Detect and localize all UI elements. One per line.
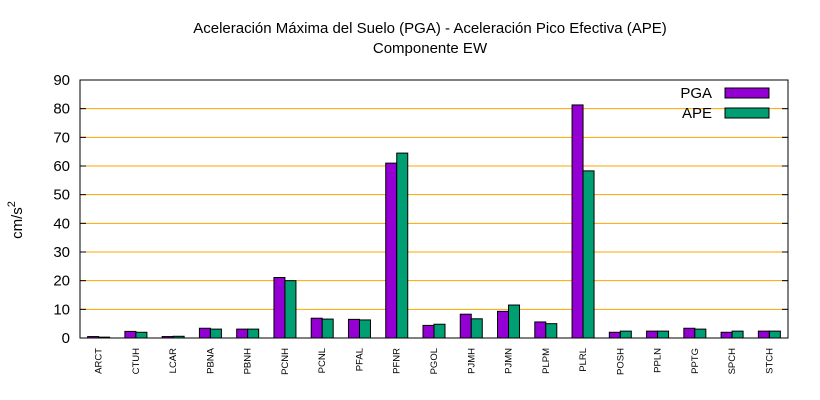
legend-label-ape: APE xyxy=(682,105,712,122)
x-tick-label: PGOL xyxy=(429,348,440,374)
x-tick-label: PFAL xyxy=(354,348,365,371)
x-tick-label: SPCH xyxy=(727,348,738,375)
y-axis-label-exponent: 2 xyxy=(6,201,18,207)
bar-pga-pbnh xyxy=(236,328,249,339)
x-tick-label: PJMN xyxy=(504,348,515,374)
bar-ape-pptg xyxy=(694,328,707,339)
x-tick-label: PBNH xyxy=(243,348,254,375)
x-tick-label: POSH xyxy=(615,348,626,375)
bar-pga-pptg xyxy=(683,327,696,339)
x-tick-label: PJMH xyxy=(466,348,477,374)
bar-pga-pfnr xyxy=(385,162,398,339)
bar-pga-pfal xyxy=(347,318,360,339)
legend-swatch-ape xyxy=(724,107,770,119)
y-tick-label: 20 xyxy=(53,273,70,290)
bar-pga-pbna xyxy=(198,327,211,339)
legend: PGA APE xyxy=(680,85,770,122)
bar-ape-pgol xyxy=(433,323,446,339)
bar-pga-plrl xyxy=(571,104,584,339)
legend-swatch-pga xyxy=(724,87,770,99)
y-tick-label: 30 xyxy=(53,244,70,261)
y-tick-label: 70 xyxy=(53,129,70,146)
bar-pga-ctuh xyxy=(124,330,137,339)
bar-pga-plpm xyxy=(534,321,547,339)
bar-ape-pbnh xyxy=(247,328,260,339)
bar-ape-plrl xyxy=(582,170,595,339)
bar-pga-pjmn xyxy=(497,310,510,339)
x-tick-label: PBNA xyxy=(205,347,216,374)
y-axis-label-unit: cm/s xyxy=(9,207,26,239)
y-axis-label: cm/s2 xyxy=(6,201,26,239)
x-tick-label: PLRL xyxy=(578,348,589,372)
x-tick-label: LCAR xyxy=(168,348,179,373)
bar-pga-pcnl xyxy=(310,317,323,339)
bar-ape-pfnr xyxy=(396,152,409,339)
y-tick-label: 0 xyxy=(62,330,70,347)
x-axis-ticks: ARCT CTUH LCAR PBNA PBNH PCNH PCNL PFAL PFNR PGOL… xyxy=(94,347,776,375)
y-tick-label: 10 xyxy=(53,301,70,318)
x-tick-label: ARCT xyxy=(94,348,105,374)
y-tick-label: 50 xyxy=(53,187,70,204)
y-tick-label: 60 xyxy=(53,158,70,175)
bar-pga-ppln xyxy=(646,330,659,339)
bar-ape-pjmn xyxy=(508,304,521,339)
x-tick-label: STCH xyxy=(764,348,775,374)
bar-pga-pcnh xyxy=(273,277,286,339)
y-axis-ticks: 0 10 20 30 40 50 60 70 80 90 xyxy=(53,72,788,347)
y-tick-label: 80 xyxy=(53,101,70,118)
x-tick-label: PCNL xyxy=(317,348,328,373)
bar-ape-plpm xyxy=(545,323,558,339)
bar-pga-stch xyxy=(757,330,770,339)
x-tick-label: PFNR xyxy=(392,348,403,374)
bar-ape-stch xyxy=(768,330,781,339)
x-tick-label: CTUH xyxy=(131,348,142,375)
bar-pga-spch xyxy=(720,331,733,339)
y-tick-label: 40 xyxy=(53,215,70,232)
x-tick-label: PPTG xyxy=(690,348,701,374)
bar-ape-pcnl xyxy=(321,318,334,339)
bar-ape-ctuh xyxy=(135,331,148,339)
bar-ape-pcnh xyxy=(284,280,297,339)
bars-group xyxy=(87,104,781,339)
chart-title: Aceleración Máxima del Suelo (PGA) - Ace… xyxy=(193,20,667,37)
bar-pga-pgol xyxy=(422,324,435,339)
chart-subtitle: Componente EW xyxy=(373,40,488,57)
bar-ape-pfal xyxy=(358,319,371,339)
bar-pga-pjmh xyxy=(459,313,472,339)
bar-ape-pjmh xyxy=(470,318,483,339)
bar-ape-spch xyxy=(731,330,744,339)
x-tick-label: PPLN xyxy=(653,348,664,373)
x-tick-label: PLPM xyxy=(541,348,552,374)
grid-lines xyxy=(80,108,788,310)
bar-ape-posh xyxy=(619,330,632,339)
bar-ape-ppln xyxy=(657,330,670,339)
x-tick-label: PCNH xyxy=(280,348,291,375)
y-tick-label: 90 xyxy=(53,72,70,89)
bar-pga-posh xyxy=(608,331,621,339)
bar-ape-pbna xyxy=(209,328,222,339)
plot-frame xyxy=(79,79,789,339)
legend-label-pga: PGA xyxy=(680,85,712,102)
